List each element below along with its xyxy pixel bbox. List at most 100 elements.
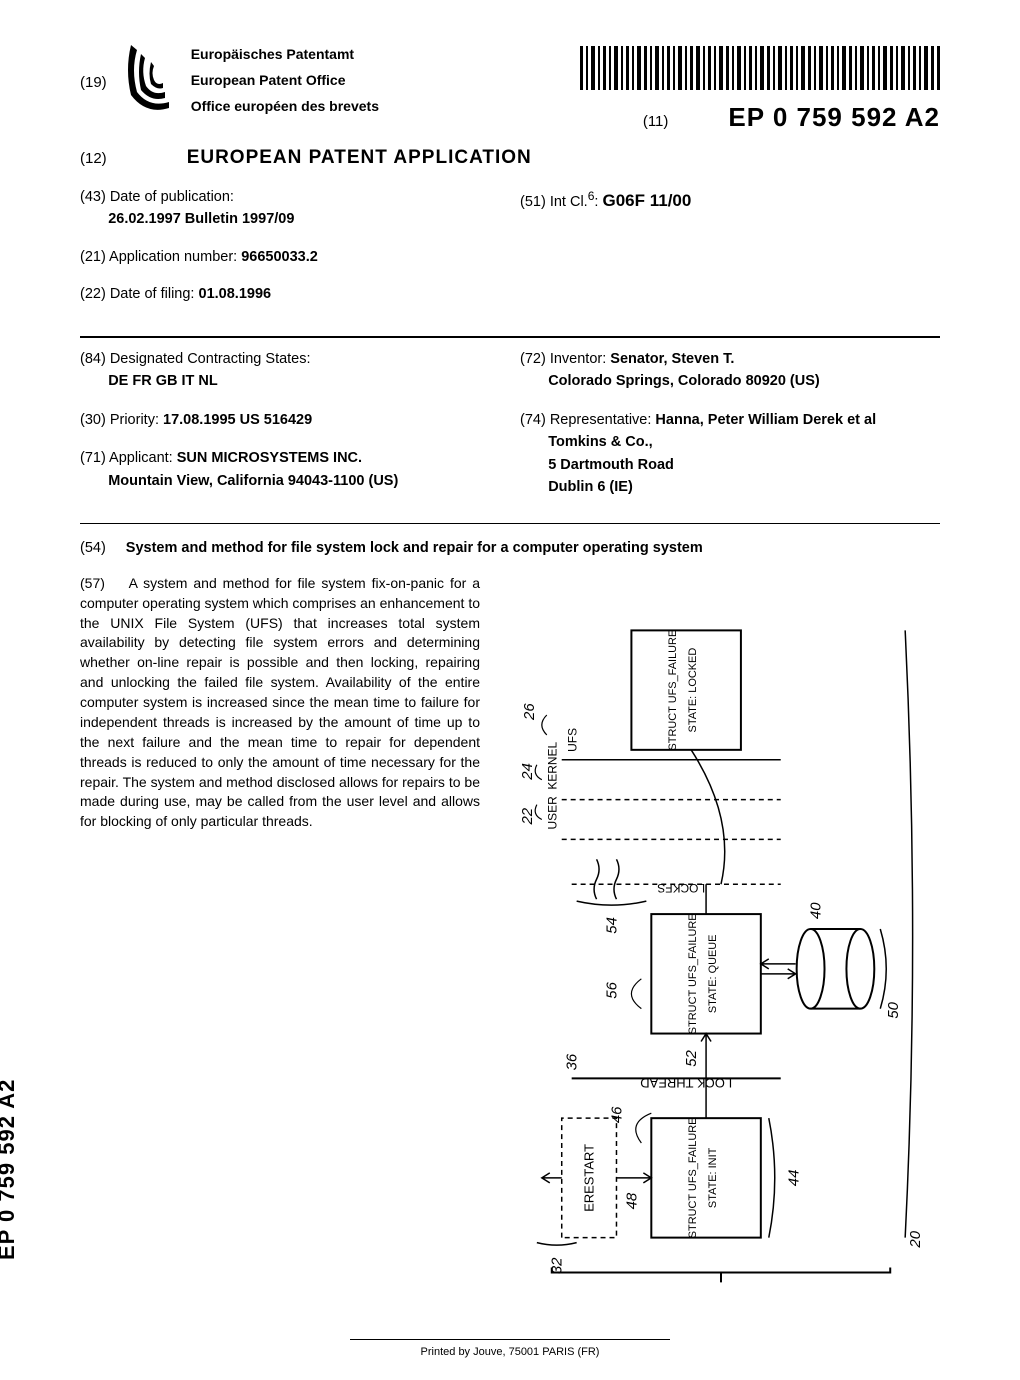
title-54-row: (54) System and method for file system l… — [80, 540, 940, 556]
states-label: Designated Contracting States: — [110, 351, 311, 367]
footer-line — [350, 1339, 670, 1340]
office-name-en: European Patent Office — [191, 72, 379, 88]
ref-44: 44 — [786, 1169, 803, 1186]
representative-firm: Tomkins & Co., — [548, 434, 652, 450]
int-cl-value: G06F 11/00 — [602, 191, 691, 210]
label-lock-thread: LOCK THREAD — [640, 1075, 732, 1090]
pub-date-value: 26.02.1997 Bulletin 1997/09 — [108, 211, 294, 227]
representative-label: Representative: — [550, 412, 652, 428]
footer: Printed by Jouve, 75001 PARIS (FR) — [0, 1339, 1020, 1358]
app-number-item: (21) Application number: 96650033.2 — [80, 247, 500, 269]
ref-24: 24 — [519, 763, 536, 781]
code-11: (11) — [643, 113, 669, 130]
code-74: (74) — [520, 412, 546, 428]
app-number-value: 96650033.2 — [241, 249, 318, 265]
ref-52: 52 — [683, 1049, 700, 1066]
filing-date-value: 01.08.1996 — [199, 286, 272, 302]
epo-logo — [121, 40, 177, 120]
applicant-address: Mountain View, California 94043-1100 (US… — [108, 473, 398, 489]
ref-48: 48 — [623, 1192, 640, 1209]
inventor-label: Inventor: — [550, 351, 606, 367]
pub-date-label: Date of publication: — [110, 189, 234, 205]
title-54-text: System and method for file system lock a… — [126, 540, 703, 556]
office-name-de: Europäisches Patentamt — [191, 46, 379, 62]
int-cl-sup: 6 — [588, 189, 595, 203]
app-number-label: Application number: — [109, 249, 237, 265]
int-cl-label: Int Cl. — [550, 194, 588, 210]
label-user: USER — [546, 796, 560, 830]
code-54: (54) — [80, 540, 106, 556]
inventor-address: Colorado Springs, Colorado 80920 (US) — [548, 373, 820, 389]
ref-26: 26 — [521, 702, 538, 720]
priority-item: (30) Priority: 17.08.1995 US 516429 — [80, 409, 500, 431]
ref-50: 50 — [885, 1001, 902, 1018]
figure-col: 42 ERESTART 32 STRUCT UFS_FAILURE STATE:… — [502, 574, 940, 1294]
biblio-box-right: (72) Inventor: Senator, Steven T. Colora… — [520, 348, 940, 515]
ref-22: 22 — [519, 807, 536, 825]
states-item: (84) Designated Contracting States: DE F… — [80, 348, 500, 393]
code-21: (21) — [80, 249, 106, 265]
label-lockfs: LOCKFS — [657, 881, 705, 895]
doc-type-title: EUROPEAN PATENT APPLICATION — [187, 147, 532, 169]
representative-addr2: Dublin 6 (IE) — [548, 479, 633, 495]
doc-type-row: (12) EUROPEAN PATENT APPLICATION — [80, 147, 940, 169]
priority-label: Priority: — [110, 412, 159, 428]
label-state-locked: STATE: LOCKED — [687, 647, 699, 732]
office-names: Europäisches Patentamt European Patent O… — [191, 40, 379, 114]
filing-date-item: (22) Date of filing: 01.08.1996 — [80, 284, 500, 306]
label-kernel: KERNEL — [546, 741, 560, 789]
inventor-name: Senator, Steven T. — [610, 351, 734, 367]
publication-number-row: (11) EP 0 759 592 A2 — [643, 102, 940, 133]
code-30: (30) — [80, 412, 106, 428]
applicant-name: SUN MICROSYSTEMS INC. — [177, 450, 362, 466]
abstract-row: (57) A system and method for file system… — [80, 574, 940, 1294]
ref-54: 54 — [603, 917, 620, 934]
header-left: (19) Europäisches Patentamt European Pat… — [80, 40, 470, 120]
ref-40: 40 — [808, 902, 825, 919]
code-71: (71) — [80, 450, 106, 466]
header-right: (11) EP 0 759 592 A2 — [482, 40, 940, 133]
priority-value: 17.08.1995 US 516429 — [163, 412, 312, 428]
abstract-col: (57) A system and method for file system… — [80, 574, 480, 1294]
label-state-queue: STATE: QUEUE — [707, 934, 719, 1013]
ref-56: 56 — [603, 981, 620, 998]
label-struct-locked: STRUCT UFS_FAILURE — [667, 630, 679, 751]
label-struct-init: STRUCT UFS_FAILURE — [687, 1117, 699, 1238]
int-cl-item: (51) Int Cl.6: G06F 11/00 — [520, 187, 940, 214]
pub-date-item: (43) Date of publication: 26.02.1997 Bul… — [80, 187, 500, 231]
code-57: (57) — [80, 575, 105, 591]
inventor-item: (72) Inventor: Senator, Steven T. Colora… — [520, 348, 940, 393]
applicant-label: Applicant: — [109, 450, 173, 466]
footer-text: Printed by Jouve, 75001 PARIS (FR) — [421, 1346, 600, 1358]
ref-36: 36 — [564, 1053, 581, 1070]
label-ufs: UFS — [566, 728, 580, 752]
biblio-top: (43) Date of publication: 26.02.1997 Bul… — [80, 187, 940, 322]
code-43: (43) — [80, 189, 106, 205]
ref-46: 46 — [608, 1106, 625, 1123]
representative-addr1: 5 Dartmouth Road — [548, 457, 674, 473]
label-erestart: ERESTART — [582, 1144, 597, 1212]
code-84: (84) — [80, 351, 106, 367]
label-state-init: STATE: INIT — [707, 1147, 719, 1208]
states-value: DE FR GB IT NL — [108, 373, 218, 389]
representative-item: (74) Representative: Hanna, Peter Willia… — [520, 409, 940, 499]
filing-date-label: Date of filing: — [110, 286, 195, 302]
label-struct-queue: STRUCT UFS_FAILURE — [687, 913, 699, 1034]
code-12: (12) — [80, 150, 107, 167]
barcode — [580, 46, 940, 90]
biblio-top-left: (43) Date of publication: 26.02.1997 Bul… — [80, 187, 500, 322]
code-51: (51) — [520, 194, 546, 210]
code-72: (72) — [520, 351, 546, 367]
header: (19) Europäisches Patentamt European Pat… — [80, 40, 940, 133]
representative-name: Hanna, Peter William Derek et al — [655, 412, 876, 428]
divider-1 — [80, 336, 940, 338]
applicant-item: (71) Applicant: SUN MICROSYSTEMS INC. Mo… — [80, 447, 500, 492]
abstract-text: A system and method for file system fix-… — [80, 575, 480, 830]
side-publication-number: EP 0 759 592 A2 — [0, 1079, 20, 1260]
code-19: (19) — [80, 40, 107, 91]
biblio-top-right: (51) Int Cl.6: G06F 11/00 — [520, 187, 940, 322]
office-name-fr: Office européen des brevets — [191, 98, 379, 114]
patent-figure: 42 ERESTART 32 STRUCT UFS_FAILURE STATE:… — [502, 574, 940, 1294]
divider-2 — [80, 523, 940, 524]
ref-20: 20 — [907, 1230, 924, 1248]
